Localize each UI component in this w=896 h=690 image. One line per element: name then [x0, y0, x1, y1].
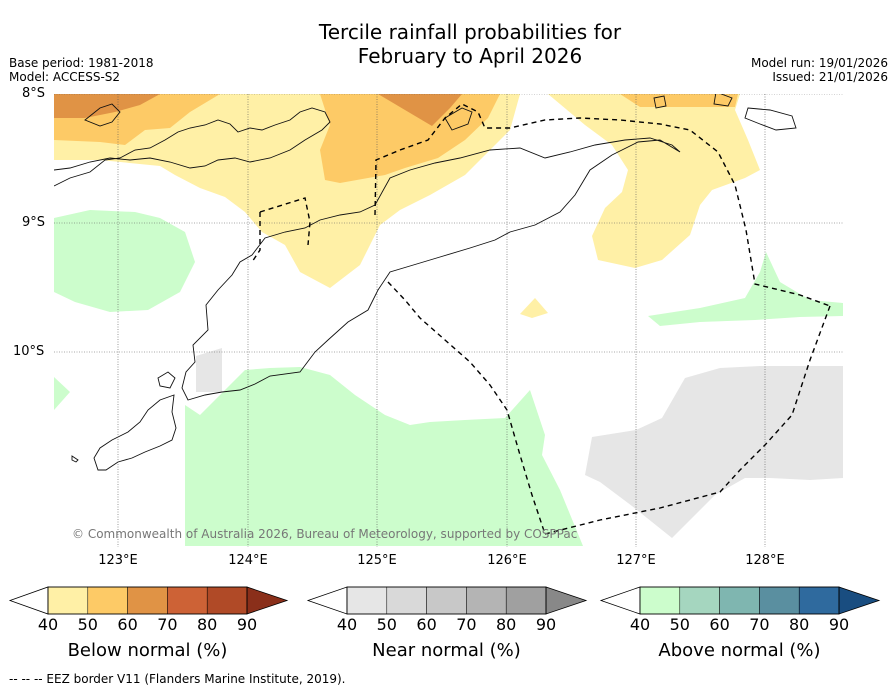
colorbar-1-tick: 40: [37, 615, 59, 634]
model-name: Model: ACCESS-S2: [9, 70, 121, 84]
colorbar-2-min-arrow: [306, 586, 348, 615]
colorbar-2-segment: [505, 586, 547, 615]
colorbar-2-title: Near normal (%): [372, 640, 521, 661]
colorbar-2-segment: [466, 586, 507, 615]
colorbar-1-segment: [167, 586, 208, 615]
colorbar-3-tick: 90: [828, 615, 850, 634]
above-40-region-west: [54, 210, 195, 312]
eez-line-timor-sea: [387, 281, 546, 535]
base-period: Base period: 1981-2018: [9, 56, 154, 70]
colorbar-3-tick: 80: [789, 615, 810, 634]
title-line-2: February to April 2026: [357, 44, 583, 68]
model-run: Model run: 19/01/2026: [750, 56, 888, 70]
lon-label-126e: 126°E: [487, 553, 527, 568]
colorbar-1-tick: 90: [236, 615, 258, 634]
eez-borders: [251, 103, 831, 535]
below-70-region-center: [378, 94, 462, 126]
colorbar-2-outline: [346, 586, 547, 615]
colorbar-1-title: Below normal (%): [67, 640, 228, 661]
lon-label-128e: 128°E: [745, 553, 785, 568]
colorbar-3-segment: [798, 586, 840, 615]
eez-line-north-2: [251, 212, 261, 263]
colorbar-3-outline: [639, 586, 840, 615]
chart-title: Tercile rainfall probabilities for Febru…: [0, 20, 896, 68]
copyright-notice: © Commonwealth of Australia 2026, Bureau…: [72, 527, 578, 541]
island-north-3: [653, 95, 667, 109]
colorbar-3-max-arrow: [838, 586, 881, 615]
colorbar-2-max-arrow: [545, 586, 588, 615]
lon-label-123e: 123°E: [98, 553, 138, 568]
colorbar-1-segment: [127, 586, 168, 615]
rote-island: [93, 394, 177, 471]
colorbar-1-outline: [47, 586, 248, 615]
colorbar-2-segment: [346, 586, 388, 615]
timor-coast: [181, 137, 681, 401]
eez-line-center: [374, 103, 831, 307]
eez-line-south: [544, 305, 831, 535]
colorbar-2-tick: 80: [496, 615, 517, 634]
colorbars: [8, 586, 881, 615]
coastlines: [54, 94, 797, 471]
flores-coast: [54, 107, 331, 187]
colorbar-1-segment: [87, 586, 128, 615]
eez-footnote: -- -- -- EEZ border V11 (Flanders Marine…: [9, 672, 346, 686]
colorbar-2-tick: 90: [535, 615, 557, 634]
above-40-region-south: [185, 367, 583, 546]
near-40-region-east: [585, 366, 843, 538]
lat-label-8s: 8°S: [22, 86, 46, 101]
colorbar-2-tick: 70: [456, 615, 477, 634]
colorbar-2-segment: [426, 586, 467, 615]
below-60-region-east: [620, 94, 738, 107]
colorbar-2-tick: 40: [336, 615, 358, 634]
colorbar-1-tick: 80: [197, 615, 218, 634]
sawu-island: [71, 455, 79, 463]
colorbar-1-tick: 60: [117, 615, 138, 634]
lat-label-10s: 10°S: [13, 344, 45, 359]
lon-label-125e: 125°E: [357, 553, 397, 568]
island-north-5: [744, 107, 797, 131]
meta-left: Base period: 1981-2018 Model: ACCESS-S2: [9, 56, 154, 84]
colorbar-3-tick: 40: [629, 615, 651, 634]
colorbar-3-tick: 50: [669, 615, 690, 634]
colorbar-1-segment: [206, 586, 248, 615]
issued-date: Issued: 21/01/2026: [772, 70, 888, 84]
eez-line-north: [259, 197, 311, 246]
lon-label-127e: 127°E: [616, 553, 656, 568]
colorbar-3-segment: [639, 586, 681, 615]
below-50-region-small: [520, 298, 548, 318]
colorbar-1-segment: [47, 586, 89, 615]
meta-right: Model run: 19/01/2026 Issued: 21/01/2026: [751, 56, 888, 84]
small-island-west: [157, 371, 176, 389]
colorbar-3-title: Above normal (%): [658, 640, 821, 661]
colorbar-1-tick: 70: [157, 615, 178, 634]
above-40-region-edge: [54, 377, 70, 410]
below-50-region-east: [548, 94, 760, 268]
near-40-region-west: [196, 348, 222, 392]
colorbar-3-tick: 60: [709, 615, 730, 634]
colorbar-3-tick: 70: [749, 615, 770, 634]
colorbar-1-tick: 50: [77, 615, 98, 634]
colorbar-2-tick: 60: [416, 615, 437, 634]
colorbar-3-segment: [759, 586, 800, 615]
colorbar-1-max-arrow: [246, 586, 289, 615]
grid-lines: [54, 94, 843, 547]
colorbar-3-segment: [719, 586, 760, 615]
lat-label-9s: 9°S: [22, 215, 46, 230]
colorbar-2-segment: [386, 586, 427, 615]
lon-label-124e: 124°E: [228, 553, 268, 568]
colorbar-3-min-arrow: [599, 586, 641, 615]
title-line-1: Tercile rainfall probabilities for: [318, 20, 622, 44]
island-north-2: [444, 107, 473, 131]
below-60-region-center: [320, 94, 500, 183]
above-40-region-east: [648, 252, 843, 326]
island-north-1: [84, 103, 121, 127]
island-north-4: [713, 94, 733, 107]
map-layers: [54, 94, 843, 547]
colorbar-3-segment: [679, 586, 720, 615]
colorbar-2-tick: 50: [376, 615, 397, 634]
colorbar-1-min-arrow: [8, 586, 49, 615]
